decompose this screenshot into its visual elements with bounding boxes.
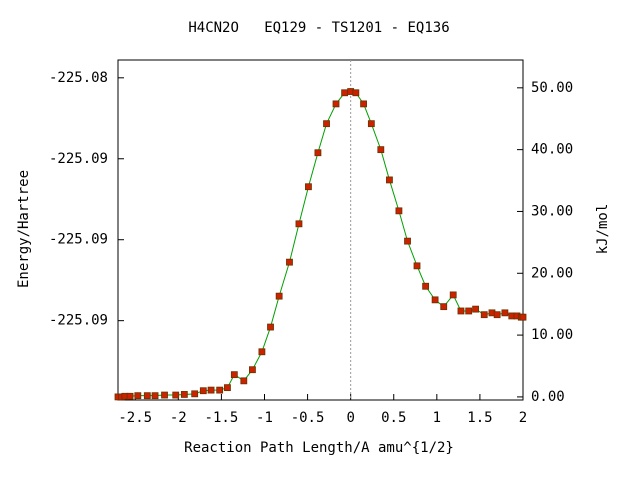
point-marker	[431, 296, 439, 304]
y2-tick-label: 50.00	[531, 80, 573, 96]
point-marker	[180, 391, 188, 398]
point-marker	[207, 386, 215, 394]
point-marker	[134, 392, 142, 400]
y2-tick-label: 10.00	[531, 327, 573, 343]
point-marker	[352, 89, 360, 97]
x-tick-label: -0.5	[291, 410, 325, 426]
point-marker	[501, 309, 509, 317]
point-marker	[305, 183, 312, 191]
point-marker	[440, 303, 448, 311]
point-marker	[519, 313, 527, 321]
point-marker	[286, 258, 293, 266]
x-tick-label: 1	[433, 410, 441, 426]
point-marker	[216, 386, 224, 394]
point-marker	[493, 311, 501, 319]
x-tick-label: 2	[519, 410, 527, 426]
point-marker	[465, 307, 473, 315]
y-tick-label: -225.09	[49, 313, 108, 329]
point-marker	[404, 237, 411, 245]
y-tick-label: -225.08	[49, 70, 108, 86]
point-marker	[161, 391, 168, 399]
y2-axis-label: kJ/mol	[595, 204, 611, 255]
point-marker	[332, 100, 340, 108]
chart-title: H4CN2O EQ129 - TS1201 - EQ136	[188, 20, 449, 36]
y2-tick-label: 30.00	[531, 203, 573, 219]
y2-tick-label: 40.00	[531, 142, 573, 158]
point-marker	[230, 371, 238, 379]
point-marker	[422, 282, 430, 290]
point-marker	[360, 100, 367, 108]
y2-tick-label: 0.00	[531, 389, 565, 405]
point-marker	[472, 305, 480, 313]
point-marker	[367, 120, 375, 128]
x-tick-label: -2	[170, 410, 187, 426]
point-marker	[143, 392, 151, 400]
point-marker	[126, 392, 134, 400]
point-marker	[295, 220, 303, 228]
x-tick-label: -1	[256, 410, 273, 426]
point-marker	[224, 384, 231, 392]
y-tick-label: -225.09	[49, 232, 108, 248]
point-marker	[314, 149, 322, 157]
point-marker	[199, 387, 207, 395]
point-marker	[172, 391, 180, 399]
x-tick-label: -1.5	[205, 410, 239, 426]
y-axis-label: Energy/Hartree	[16, 170, 32, 288]
point-marker	[191, 390, 199, 398]
y2-tick-label: 20.00	[531, 265, 573, 281]
point-marker	[395, 207, 403, 215]
point-marker	[323, 120, 330, 128]
point-marker	[267, 323, 274, 331]
point-marker	[377, 146, 385, 154]
point-marker	[413, 262, 421, 270]
energy-line	[118, 91, 523, 398]
x-axis-label: Reaction Path Length/A amu^{1/2}	[184, 440, 454, 456]
x-tick-label: -2.5	[118, 410, 152, 426]
point-marker	[258, 348, 266, 356]
point-marker	[275, 292, 283, 300]
x-tick-label: 0.5	[381, 410, 406, 426]
y-tick-label: -225.09	[49, 151, 108, 167]
point-marker	[151, 392, 159, 400]
point-marker	[457, 307, 465, 315]
x-tick-label: 0	[346, 410, 354, 426]
point-marker	[341, 89, 349, 97]
point-marker	[386, 176, 393, 184]
point-marker	[249, 366, 256, 374]
point-marker	[449, 291, 457, 299]
x-tick-label: 1.5	[467, 410, 492, 426]
point-marker	[240, 377, 248, 385]
point-marker	[480, 311, 488, 319]
plot-frame	[117, 59, 524, 401]
